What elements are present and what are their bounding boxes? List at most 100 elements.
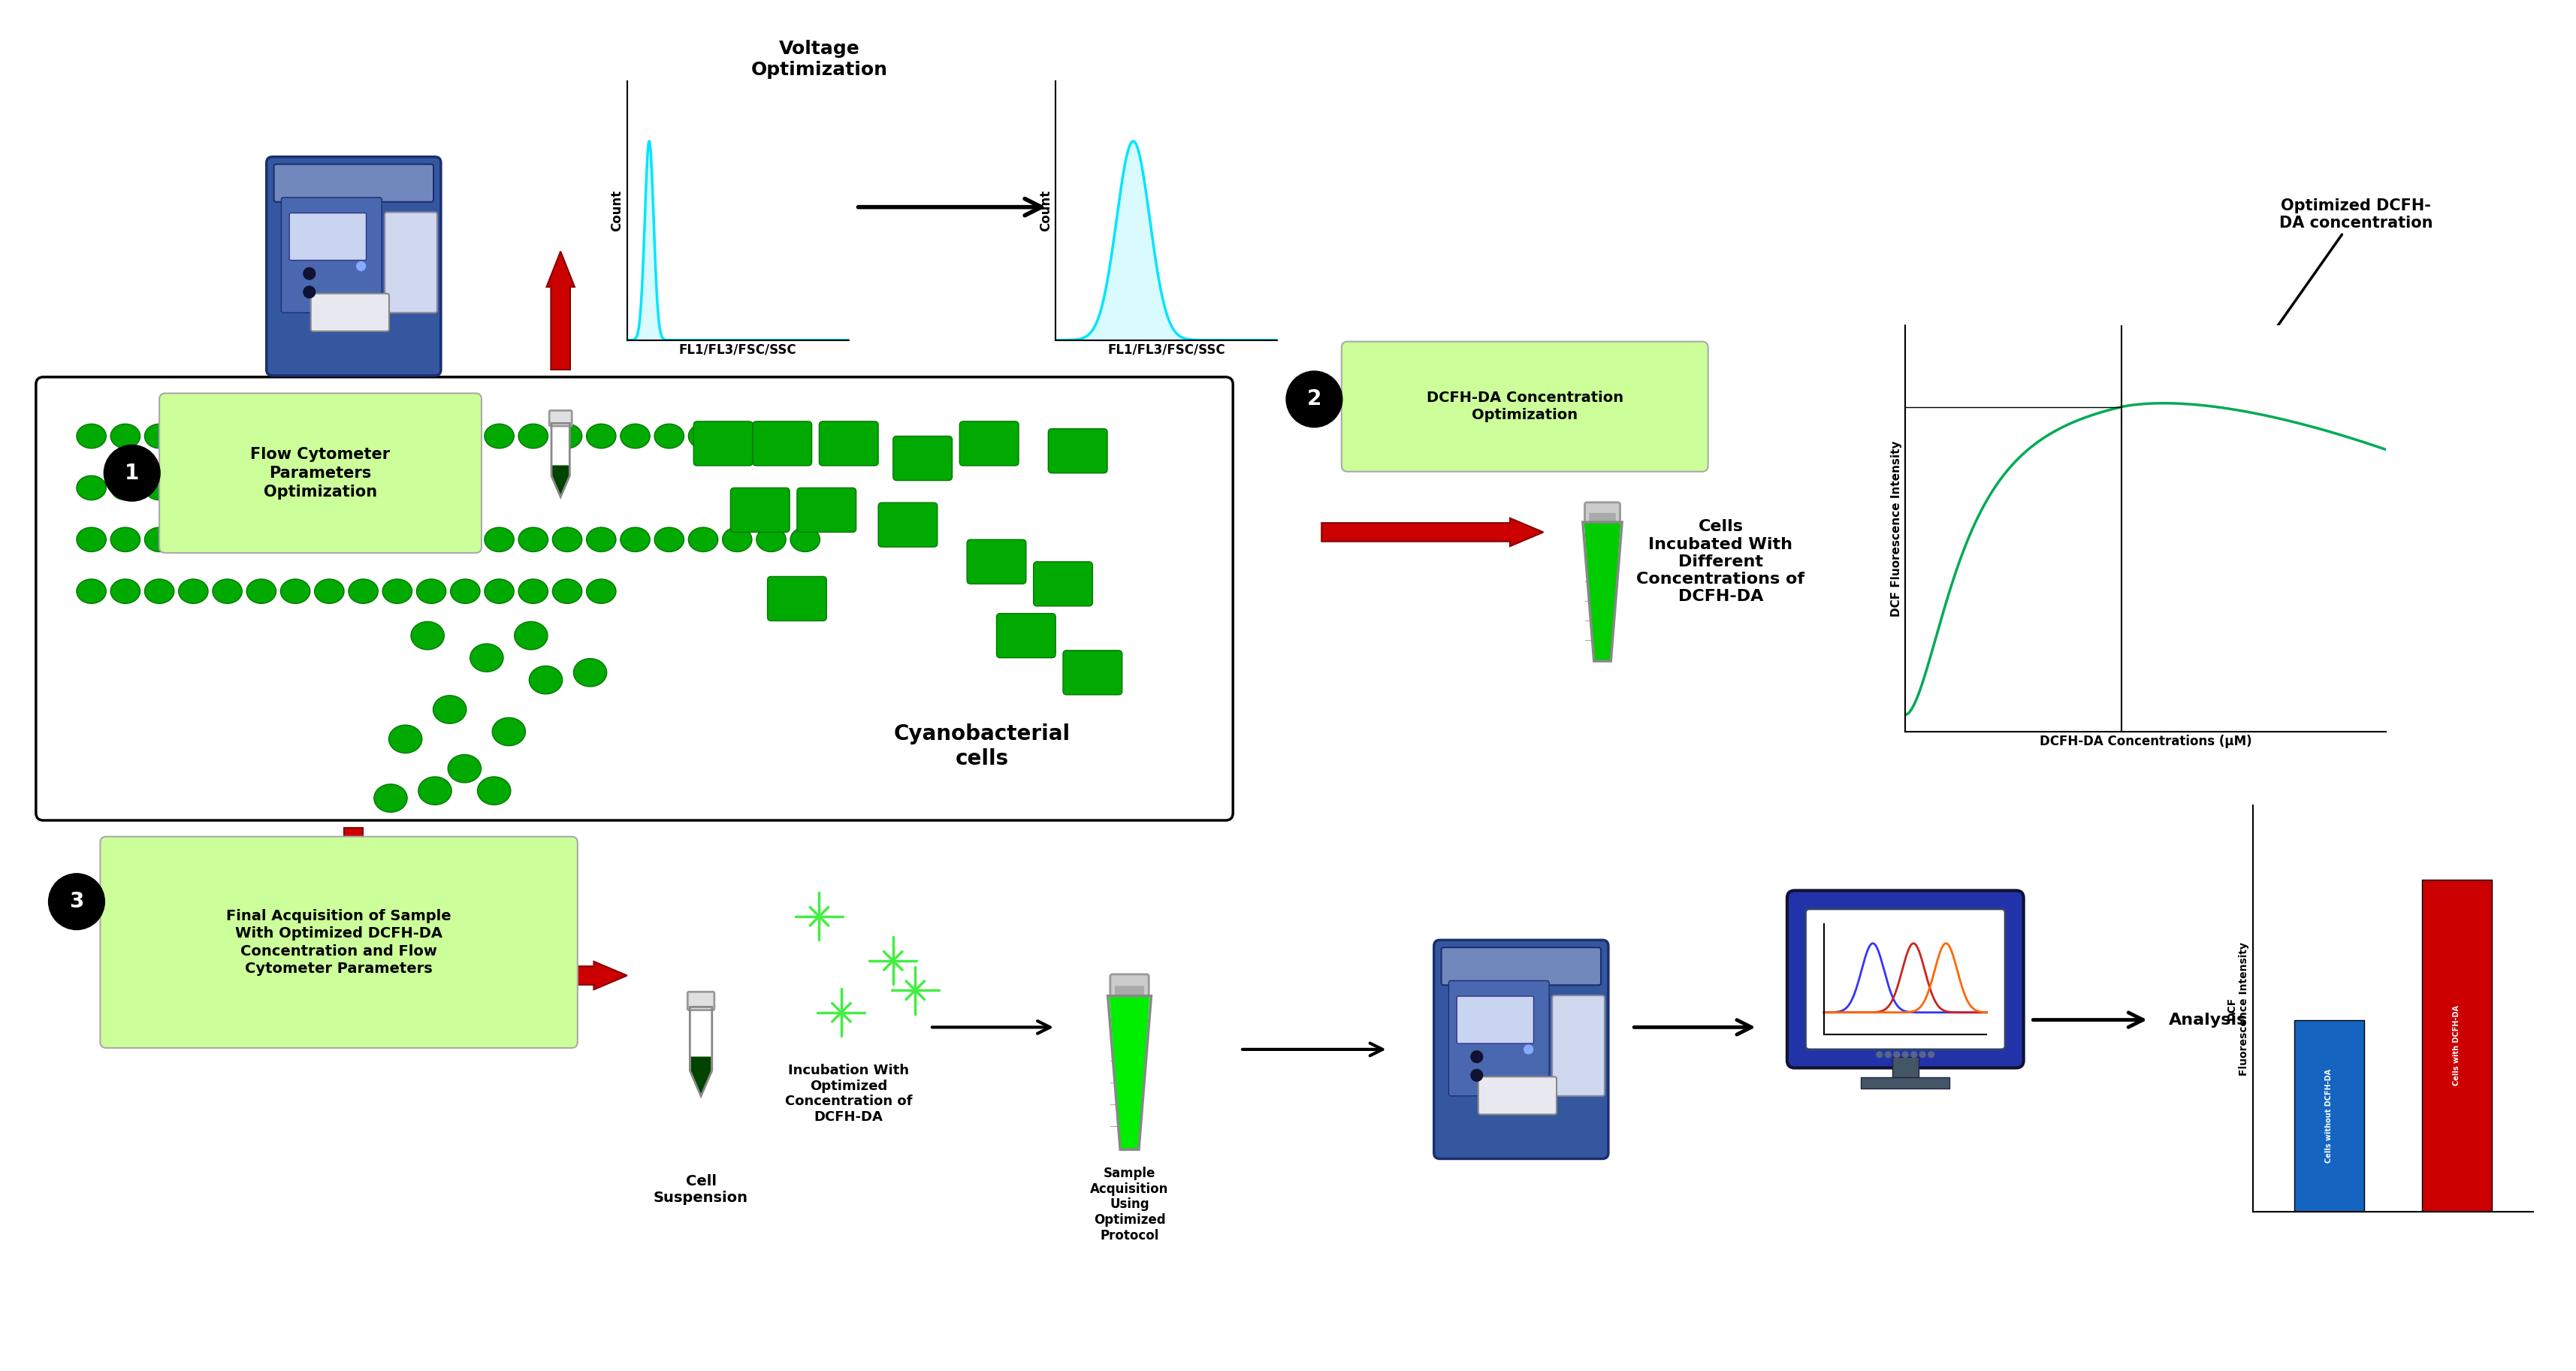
Circle shape xyxy=(1919,1052,1924,1057)
FancyBboxPatch shape xyxy=(796,488,855,532)
Ellipse shape xyxy=(518,528,549,551)
Ellipse shape xyxy=(144,528,175,551)
FancyBboxPatch shape xyxy=(688,991,714,1010)
Ellipse shape xyxy=(281,528,309,551)
Ellipse shape xyxy=(484,579,515,603)
Ellipse shape xyxy=(621,528,649,551)
Ellipse shape xyxy=(518,579,549,603)
Circle shape xyxy=(304,267,314,280)
Ellipse shape xyxy=(281,424,309,448)
Ellipse shape xyxy=(654,528,685,551)
Ellipse shape xyxy=(757,528,786,551)
Ellipse shape xyxy=(721,424,752,448)
FancyBboxPatch shape xyxy=(36,377,1234,820)
Ellipse shape xyxy=(247,476,276,500)
Ellipse shape xyxy=(178,476,209,500)
Polygon shape xyxy=(1584,522,1620,661)
FancyBboxPatch shape xyxy=(312,293,389,332)
FancyBboxPatch shape xyxy=(265,156,440,376)
FancyBboxPatch shape xyxy=(1806,909,2004,1049)
Ellipse shape xyxy=(417,777,451,805)
FancyBboxPatch shape xyxy=(549,410,572,426)
Text: DCFH-DA Concentration
Optimization: DCFH-DA Concentration Optimization xyxy=(1427,391,1623,422)
Ellipse shape xyxy=(688,528,719,551)
Ellipse shape xyxy=(417,528,446,551)
FancyBboxPatch shape xyxy=(732,488,791,532)
Ellipse shape xyxy=(451,579,479,603)
Ellipse shape xyxy=(551,579,582,603)
Ellipse shape xyxy=(417,424,446,448)
Bar xyxy=(1891,1057,1919,1083)
Ellipse shape xyxy=(551,424,582,448)
Ellipse shape xyxy=(451,424,479,448)
Ellipse shape xyxy=(515,621,549,650)
FancyBboxPatch shape xyxy=(100,836,577,1047)
Ellipse shape xyxy=(314,528,345,551)
Ellipse shape xyxy=(314,424,345,448)
Ellipse shape xyxy=(484,528,515,551)
Ellipse shape xyxy=(178,528,209,551)
Ellipse shape xyxy=(417,579,446,603)
Ellipse shape xyxy=(484,424,515,448)
Ellipse shape xyxy=(348,579,379,603)
FancyBboxPatch shape xyxy=(1788,891,2025,1068)
Text: Final Acquisition of Sample
With Optimized DCFH-DA
Concentration and Flow
Cytome: Final Acquisition of Sample With Optimiz… xyxy=(227,909,451,976)
FancyBboxPatch shape xyxy=(961,421,1018,466)
Ellipse shape xyxy=(469,644,502,672)
Ellipse shape xyxy=(111,579,139,603)
Ellipse shape xyxy=(214,528,242,551)
Bar xyxy=(1860,1078,1950,1089)
Ellipse shape xyxy=(111,424,139,448)
FancyArrow shape xyxy=(1321,518,1543,546)
FancyBboxPatch shape xyxy=(768,577,827,621)
Ellipse shape xyxy=(348,424,379,448)
Polygon shape xyxy=(551,424,569,496)
Circle shape xyxy=(103,446,160,502)
FancyBboxPatch shape xyxy=(1589,513,1615,521)
FancyBboxPatch shape xyxy=(1033,562,1092,606)
Circle shape xyxy=(1911,1052,1917,1057)
Polygon shape xyxy=(690,1006,711,1097)
FancyBboxPatch shape xyxy=(1115,986,1144,995)
FancyBboxPatch shape xyxy=(966,540,1025,584)
Ellipse shape xyxy=(477,777,510,805)
Text: Cells
Incubated With
Different
Concentrations of
DCFH-DA: Cells Incubated With Different Concentra… xyxy=(1636,520,1806,605)
Ellipse shape xyxy=(374,784,407,812)
FancyBboxPatch shape xyxy=(1435,941,1607,1158)
Ellipse shape xyxy=(144,476,175,500)
FancyBboxPatch shape xyxy=(878,503,938,547)
Text: 3: 3 xyxy=(70,891,85,912)
FancyBboxPatch shape xyxy=(1110,975,1149,998)
FancyBboxPatch shape xyxy=(1458,997,1533,1043)
Ellipse shape xyxy=(247,528,276,551)
Text: Analysis: Analysis xyxy=(2169,1012,2246,1027)
Ellipse shape xyxy=(77,528,106,551)
Ellipse shape xyxy=(688,424,719,448)
Circle shape xyxy=(355,262,366,270)
Polygon shape xyxy=(690,1057,711,1095)
FancyBboxPatch shape xyxy=(1448,980,1548,1095)
Text: Optimized DCFH-
DA concentration: Optimized DCFH- DA concentration xyxy=(2218,199,2432,410)
Ellipse shape xyxy=(412,621,443,650)
FancyBboxPatch shape xyxy=(273,165,433,202)
FancyBboxPatch shape xyxy=(384,213,438,313)
Ellipse shape xyxy=(492,717,526,746)
Ellipse shape xyxy=(77,476,106,500)
FancyBboxPatch shape xyxy=(693,421,752,466)
Text: Flow Cytometer
Parameters
Optimization: Flow Cytometer Parameters Optimization xyxy=(250,447,392,499)
FancyBboxPatch shape xyxy=(281,197,381,313)
Ellipse shape xyxy=(381,579,412,603)
Ellipse shape xyxy=(791,528,819,551)
Ellipse shape xyxy=(528,666,562,694)
FancyBboxPatch shape xyxy=(894,436,953,480)
FancyBboxPatch shape xyxy=(289,213,366,260)
Ellipse shape xyxy=(587,424,616,448)
Ellipse shape xyxy=(551,528,582,551)
Ellipse shape xyxy=(381,424,412,448)
Circle shape xyxy=(1929,1052,1935,1057)
Circle shape xyxy=(1525,1045,1533,1054)
Ellipse shape xyxy=(448,754,482,783)
FancyBboxPatch shape xyxy=(1553,995,1605,1095)
Ellipse shape xyxy=(348,528,379,551)
Circle shape xyxy=(1471,1069,1484,1082)
